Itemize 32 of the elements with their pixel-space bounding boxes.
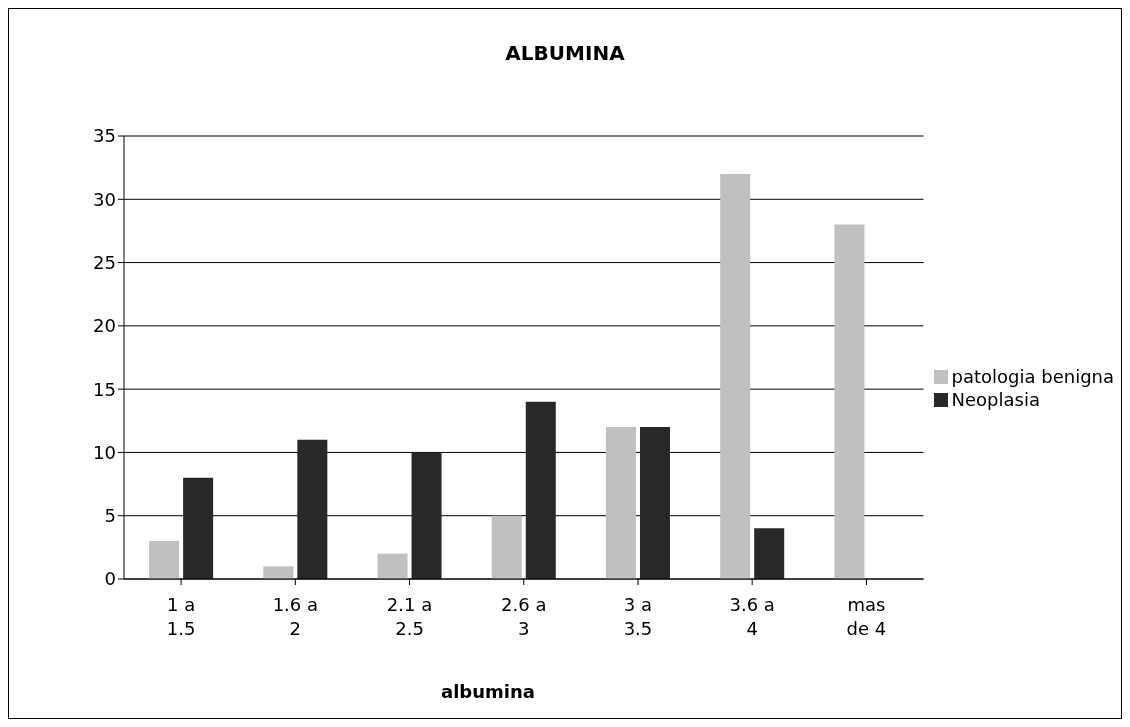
legend-label: patologia benigna — [951, 366, 1114, 387]
y-tick-label: 20 — [93, 315, 116, 337]
bar — [491, 515, 522, 579]
y-tick-label: 5 — [104, 505, 116, 527]
bar — [605, 427, 636, 579]
x-tick-label: 3.6 a 4 — [729, 594, 775, 639]
y-tick-label: 25 — [93, 251, 116, 273]
bar — [720, 173, 751, 579]
bar — [377, 553, 408, 579]
bar — [525, 401, 556, 579]
y-tick-label: 10 — [93, 441, 116, 463]
bar — [754, 528, 785, 579]
x-tick-label: 1.6 a 2 — [272, 594, 319, 639]
x-tick-label: 1 a 1.5 — [166, 594, 196, 639]
y-tick-label: 35 — [93, 125, 116, 147]
x-tick-label: 2.1 a 2.5 — [386, 594, 433, 639]
bar — [149, 541, 180, 579]
bar — [297, 439, 328, 579]
chart-title: ALBUMINA — [504, 41, 626, 65]
x-tick-label: mas de 4 — [846, 594, 887, 639]
bar — [411, 452, 442, 579]
x-tick-label: 3 a 3.5 — [623, 594, 653, 639]
bar — [183, 477, 214, 579]
bar — [834, 224, 865, 579]
bar — [639, 427, 670, 579]
legend-label: Neoplasia — [951, 389, 1040, 410]
bar — [263, 566, 294, 579]
y-tick-label: 15 — [93, 378, 116, 400]
x-axis-title: albumina — [440, 681, 536, 702]
x-tick-label: 2.6 a 3 — [501, 594, 547, 639]
y-tick-label: 0 — [104, 568, 116, 590]
y-tick-label: 30 — [93, 188, 116, 210]
